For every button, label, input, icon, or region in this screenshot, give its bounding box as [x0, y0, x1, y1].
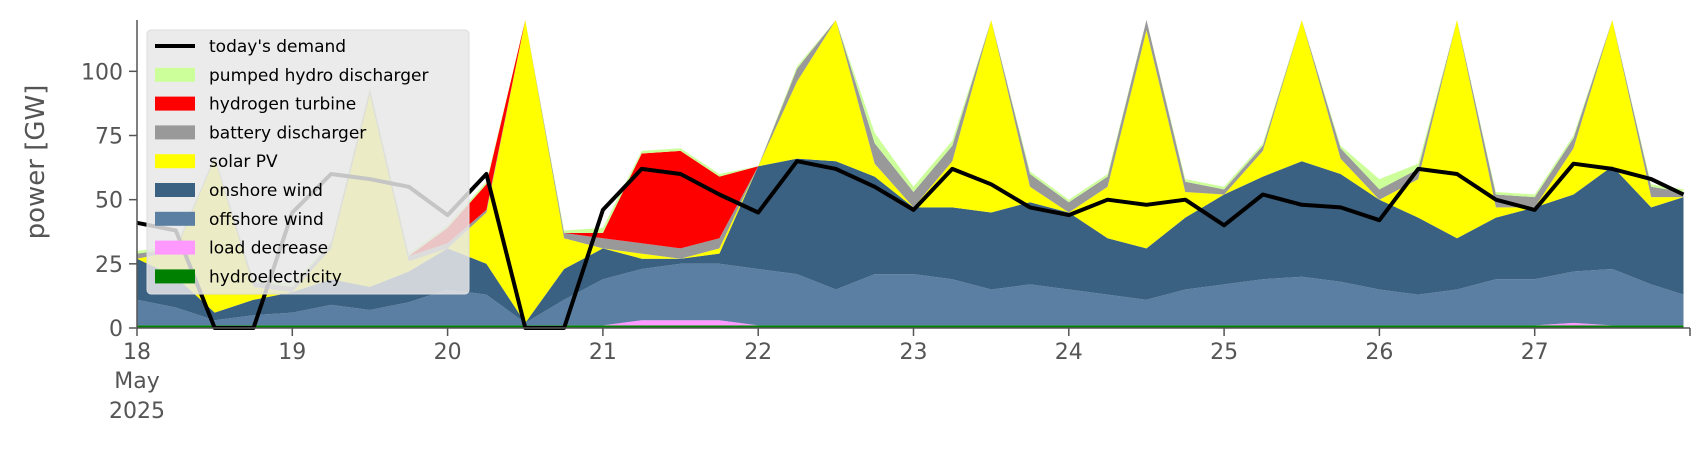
- legend-label-offshore-wind: offshore wind: [209, 210, 324, 230]
- x-tick-label: 18: [123, 340, 151, 365]
- legend-swatch-offshore-wind: [155, 211, 195, 226]
- x-tick-month: May: [114, 369, 159, 394]
- legend-swatch-onshore-wind: [155, 183, 195, 197]
- x-tick-label: 24: [1055, 340, 1083, 365]
- legend-label-onshore-wind: onshore wind: [209, 181, 323, 201]
- legend-box: [146, 29, 470, 295]
- legend-swatch-pumped-hydro-discharger: [155, 67, 195, 82]
- y-tick-label: 0: [109, 317, 123, 342]
- y-tick-label: 100: [81, 60, 123, 85]
- legend-label-load-decrease: load decrease: [209, 239, 328, 259]
- legend-label-today-s-demand: today's demand: [209, 37, 346, 57]
- legend-label-hydroelectricity: hydroelectricity: [209, 267, 342, 287]
- area-offshore-wind: [137, 263, 1684, 326]
- y-tick-label: 50: [95, 189, 123, 214]
- legend-swatch-hydroelectricity: [155, 269, 195, 284]
- x-tick-label: 27: [1521, 340, 1549, 365]
- x-tick-label: 26: [1365, 340, 1393, 365]
- legend-swatch-battery-discharger: [155, 125, 195, 140]
- x-tick-label: 20: [434, 340, 462, 365]
- y-tick-label: 25: [95, 253, 123, 278]
- x-tick-label: 25: [1210, 340, 1238, 365]
- axes: 0 25 50 75 100 18 May 2025 19 20 21 22 23 24 25 26 27: [81, 20, 1691, 424]
- legend-label-pumped-hydro-discharger: pumped hydro discharger: [209, 66, 428, 86]
- legend-swatch-solar-pv: [155, 154, 195, 169]
- area-solar-pv: [137, 20, 1684, 323]
- area-onshore-wind: [137, 158, 1684, 323]
- legend-label-battery-discharger: battery discharger: [209, 123, 366, 143]
- legend: today's demand pumped hydro discharger hyd…: [146, 29, 470, 295]
- x-tick-year: 2025: [109, 399, 165, 424]
- y-axis-title: power [GW]: [21, 85, 51, 240]
- x-tick-label: 22: [744, 340, 772, 365]
- legend-label-hydrogen-turbine: hydrogen turbine: [209, 95, 356, 115]
- legend-label-solar-pv: solar PV: [209, 152, 278, 172]
- x-tick-label: 19: [278, 340, 306, 365]
- x-tick-label: 23: [900, 340, 928, 365]
- legend-swatch-load-decrease: [155, 240, 195, 255]
- y-tick-label: 75: [95, 125, 123, 150]
- legend-swatch-hydrogen-turbine: [155, 96, 195, 111]
- x-tick-label: 21: [589, 340, 617, 365]
